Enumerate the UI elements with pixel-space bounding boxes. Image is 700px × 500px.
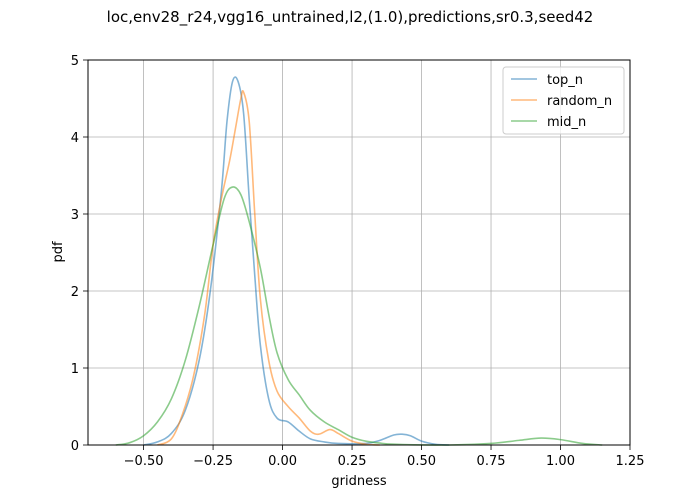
y-tick-label: 5: [71, 54, 79, 69]
series-layer: [115, 76, 603, 446]
y-axis-ticks: 0 1 2 3 4 5: [71, 54, 88, 454]
x-tick-label: 0.00: [268, 454, 297, 469]
series-line-top-n: [143, 76, 450, 446]
y-tick-label: 2: [71, 285, 79, 300]
legend: top_n random_n mid_n: [502, 66, 625, 135]
x-tick-label: −0.25: [193, 454, 233, 469]
x-axis-ticks: −0.50 −0.25 0.00 0.25 0.50 0.75 1.00 1.25: [124, 445, 645, 469]
x-tick-label: 1.25: [616, 454, 645, 469]
x-tick-label: 1.00: [546, 454, 575, 469]
x-tick-label: 0.50: [407, 454, 436, 469]
plot-frame: [87, 59, 631, 446]
x-tick-label: 0.25: [338, 454, 367, 469]
legend-label: mid_n: [547, 115, 586, 130]
y-tick-label: 0: [71, 439, 79, 454]
series-line-random-n: [157, 90, 380, 446]
y-axis-label: pdf: [51, 241, 66, 263]
x-tick-label: 0.75: [477, 454, 506, 469]
y-tick-label: 4: [71, 131, 79, 146]
chart-title: loc,env28_r24,vgg16_untrained,l2,(1.0),p…: [107, 8, 594, 27]
series-line-mid-n: [115, 186, 603, 446]
legend-label: random_n: [547, 94, 612, 109]
legend-box: [502, 66, 625, 135]
legend-label: top_n: [547, 73, 583, 88]
y-tick-label: 1: [71, 362, 79, 377]
x-tick-label: −0.50: [124, 454, 164, 469]
y-tick-label: 3: [71, 208, 79, 223]
x-axis-label: gridness: [331, 474, 386, 489]
